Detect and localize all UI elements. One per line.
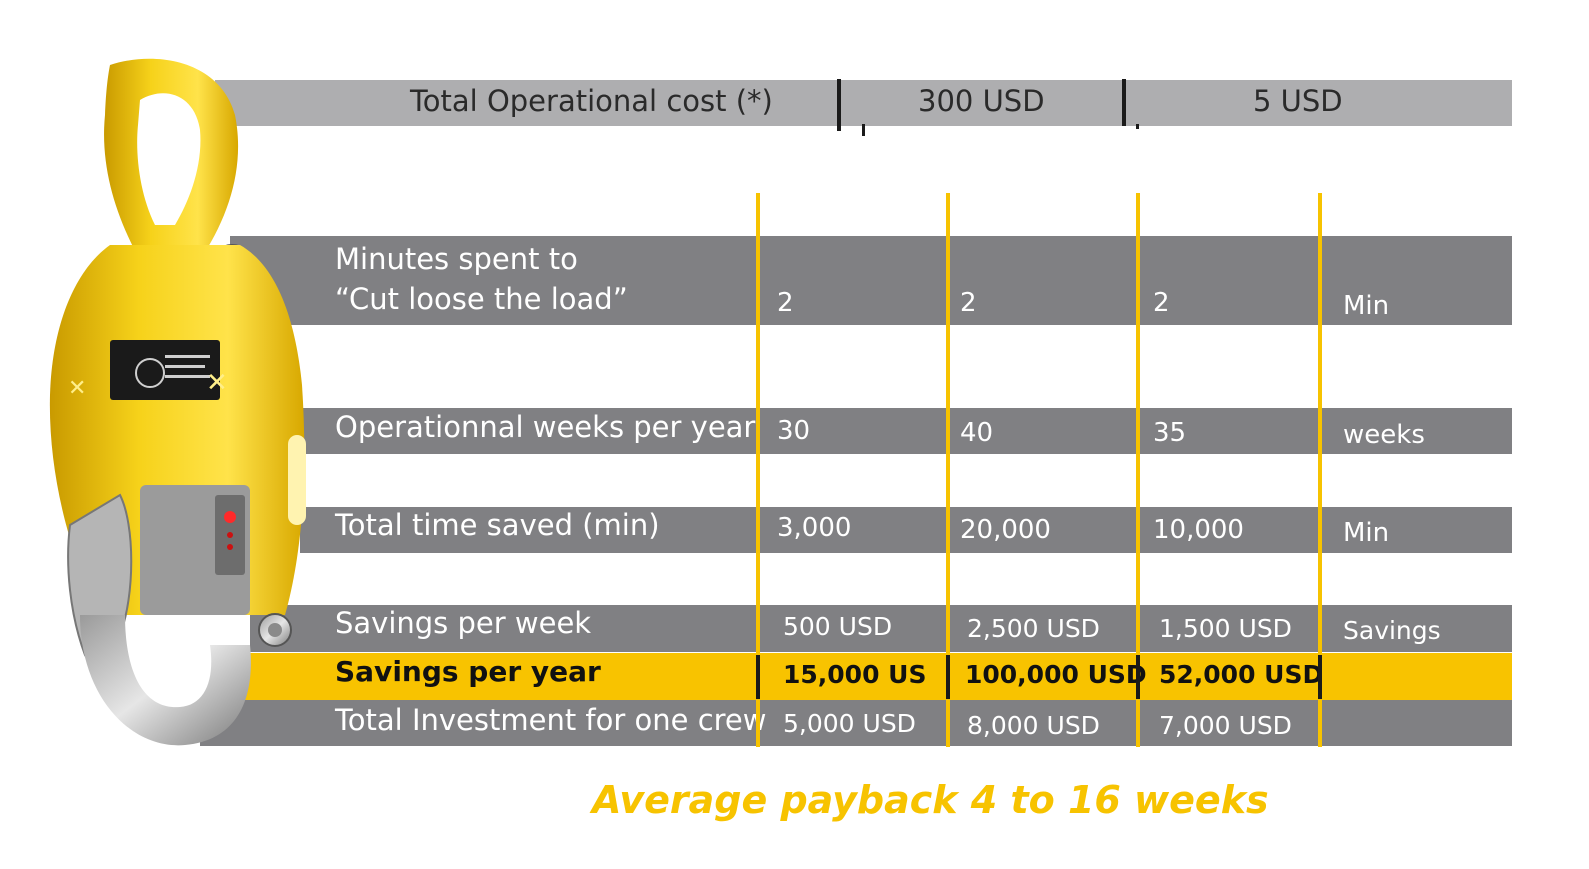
row-weeks-value-2: 40 [960, 418, 994, 448]
header-label: Total Operational cost (*) [410, 84, 773, 118]
row-weeks-value-1: 30 [777, 416, 811, 446]
row-minutes-value-2: 2 [960, 288, 977, 318]
row-savings-week-bar [250, 605, 1512, 652]
row-weeks-label: Operationnal weeks per year [335, 410, 756, 444]
header-separator-tick-1 [862, 124, 865, 136]
savings-year-separator-3 [1136, 655, 1140, 699]
row-investment-value-1: 5,000 USD [783, 709, 916, 738]
row-savings-year-value-2: 100,000 USD [965, 660, 1147, 689]
row-savings-week-label: Savings per week [335, 606, 592, 640]
row-minutes-unit: Min [1343, 291, 1390, 321]
payback-caption: Average payback 4 to 16 weeks [592, 778, 1269, 822]
header-value-2: 5 USD [1253, 84, 1343, 118]
row-time-saved-label: Total time saved (min) [335, 508, 660, 542]
row-savings-week-value-2: 2,500 USD [967, 614, 1100, 643]
savings-year-separator-1 [756, 655, 760, 699]
row-savings-week-value-3: 1,500 USD [1159, 614, 1292, 643]
header-separator-2 [1122, 79, 1126, 126]
row-savings-week-unit: Savings [1343, 616, 1441, 645]
header-value-1: 300 USD [918, 84, 1045, 118]
savings-year-separator-2 [946, 655, 950, 699]
column-divider-3 [1136, 193, 1140, 747]
row-time-saved-value-3: 10,000 [1153, 515, 1244, 545]
row-investment-value-2: 8,000 USD [967, 711, 1100, 740]
column-divider-2 [946, 193, 950, 747]
svg-text:✕: ✕ [68, 376, 86, 401]
header-separator-1 [837, 79, 841, 131]
svg-text:✕: ✕ [206, 368, 228, 398]
row-savings-year-value-3: 52,000 USD [1159, 660, 1324, 689]
row-time-saved-unit: Min [1343, 518, 1390, 548]
lifting-hook-icon: ✕ ✕ [40, 55, 340, 755]
column-divider-4 [1318, 193, 1322, 747]
row-minutes-label-line1: Minutes spent to [335, 242, 578, 276]
row-weeks-value-3: 35 [1153, 418, 1187, 448]
row-savings-year-label: Savings per year [335, 655, 601, 688]
row-minutes-value-3: 2 [1153, 288, 1170, 318]
row-savings-week-value-1: 500 USD [783, 612, 893, 641]
row-investment-label: Total Investment for one crew [335, 703, 767, 737]
header-bar [215, 80, 1512, 126]
row-investment-value-3: 7,000 USD [1159, 711, 1292, 740]
header-separator-tick-2 [1136, 124, 1139, 129]
row-minutes-label-line2: “Cut loose the load” [335, 282, 628, 316]
row-savings-year-value-1: 15,000 US [783, 660, 927, 689]
row-time-saved-value-2: 20,000 [960, 515, 1051, 545]
row-weeks-unit: weeks [1343, 420, 1425, 450]
column-divider-1 [756, 193, 760, 747]
savings-year-separator-4 [1318, 655, 1322, 699]
row-savings-year-bar [230, 653, 1512, 700]
row-time-saved-bar [300, 507, 1512, 553]
row-time-saved-value-1: 3,000 [777, 513, 852, 543]
row-minutes-value-1: 2 [777, 288, 794, 318]
row-investment-bar [200, 700, 1512, 746]
row-weeks-bar [300, 408, 1512, 454]
row-minutes-bar [230, 236, 1512, 325]
